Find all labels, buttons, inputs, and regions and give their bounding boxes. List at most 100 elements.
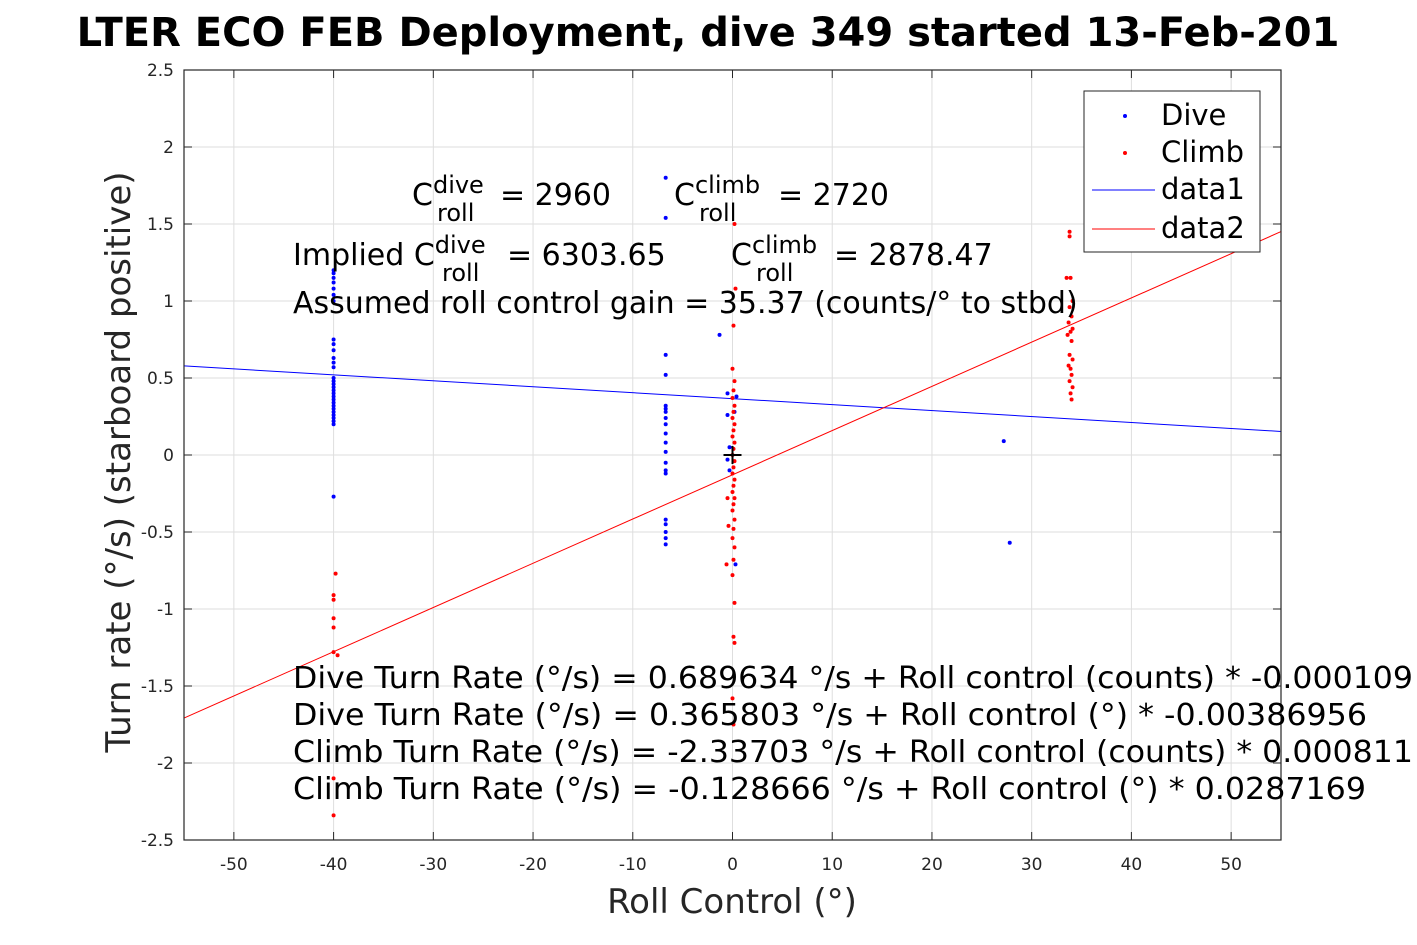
legend-data1-label: data1 [1161,172,1245,206]
x-tick-label: -10 [619,855,647,875]
point-climb [1065,332,1070,337]
point-dive [331,385,336,390]
point-dive [331,388,336,393]
point-climb [732,222,737,226]
point-dive [663,406,668,411]
point-climb [732,403,737,408]
legend-climb-marker [1123,151,1127,155]
point-dive [663,517,668,522]
implied-c-roll-dive-annotation: Implied Cdive roll = 6303.65 [293,231,666,287]
x-tick-label: -20 [519,855,547,875]
y-tick-label: 2 [163,138,174,158]
point-dive [331,342,336,347]
point-dive [331,422,336,427]
point-dive [663,468,668,473]
point-climb [1064,275,1069,280]
point-dive [331,391,336,396]
point-dive [331,379,336,384]
point-climb [731,388,736,393]
point-dive [331,397,336,402]
point-climb [1070,326,1075,331]
implied-c-roll-dive-value: = 6303.65 [507,238,666,273]
point-climb [1069,397,1074,402]
c-roll-dive-annotation: Cdive roll = 2960 [412,171,611,227]
point-dive [331,494,336,499]
c-roll-climb-value: = 2720 [778,178,889,213]
c-roll-dive-sup: dive [433,171,484,199]
y-tick-label: -0.5 [141,523,174,543]
point-climb [731,483,736,488]
point-climb [1067,379,1072,384]
implied-c-roll-climb-sup: climb [752,231,817,259]
point-dive [1007,540,1012,545]
point-dive [727,445,732,450]
point-dive [331,394,336,399]
x-tick-label: 0 [727,855,738,875]
point-dive [663,422,668,427]
equation-dive-degrees: Dive Turn Rate (°/s) = 0.365803 °/s + Ro… [293,698,1367,733]
legend-box [1083,90,1261,253]
point-climb [732,422,737,427]
x-tick-label: -50 [220,855,248,875]
x-axis-label: Roll Control (°) [607,882,857,922]
y-axis-label: Turn rate (°/s) (starboard positive) [99,171,139,753]
coefficient-annotations: Cdive roll = 2960 Cclimb roll = 2720 Implied… [293,171,1078,321]
point-climb [730,573,735,578]
point-climb [1070,357,1075,362]
equation-climb-counts: Climb Turn Rate (°/s) = -2.33703 °/s + R… [293,735,1413,770]
point-climb [1067,234,1072,239]
point-dive [331,403,336,408]
point-climb [1066,363,1071,368]
point-dive [331,376,336,380]
point-dive [663,471,668,476]
point-dive [663,403,668,408]
point-climb [732,545,737,550]
point-dive [331,365,336,370]
point-climb [731,465,736,470]
point-dive [725,412,730,417]
point-climb [731,409,736,414]
x-axis-ticks: -50 -40 -30 -20 -10 0 10 20 30 40 50 [220,70,1242,875]
point-climb [726,523,731,528]
implied-c-roll-climb-symbol: C [731,238,752,273]
point-climb [730,696,735,701]
y-tick-label: -1 [157,600,174,620]
point-climb [732,640,737,645]
point-dive [331,419,336,424]
c-roll-climb-annotation: Cclimb roll = 2720 [674,171,889,227]
point-dive [331,299,336,303]
legend-dive-label: Dive [1161,98,1226,132]
legend: Dive Climb data1 data2 [1083,90,1261,253]
c-roll-dive-value: = 2960 [500,178,611,213]
origin-marker [723,446,742,464]
point-climb [333,571,338,576]
point-climb [331,650,336,655]
point-dive [331,292,336,297]
point-dive [331,275,336,280]
chart-title: LTER ECO FEB Deployment, dive 349 starte… [77,10,1340,56]
point-climb [730,366,735,371]
point-climb [1069,372,1074,377]
y-tick-label: 1 [163,292,174,312]
y-tick-label: 0.5 [147,369,174,389]
x-tick-label: 50 [1220,855,1242,875]
point-climb [730,416,735,421]
c-roll-dive-symbol: C [412,178,433,213]
x-tick-label: 20 [921,855,943,875]
point-dive [331,360,336,365]
point-climb [724,562,729,567]
point-dive [663,460,668,465]
point-climb [730,434,735,439]
point-climb [732,440,737,445]
roll-gain-annotation: Assumed roll control gain = 35.37 (count… [293,286,1078,321]
point-dive [331,409,336,414]
point-dive [331,268,336,273]
regression-equations: Dive Turn Rate (°/s) = 0.689634 °/s + Ro… [293,661,1413,807]
point-climb [731,557,736,562]
y-tick-label: 0 [163,446,174,466]
point-dive [331,416,336,421]
y-tick-label: 1.5 [147,215,174,235]
point-dive [331,348,336,353]
point-dive [663,352,668,357]
